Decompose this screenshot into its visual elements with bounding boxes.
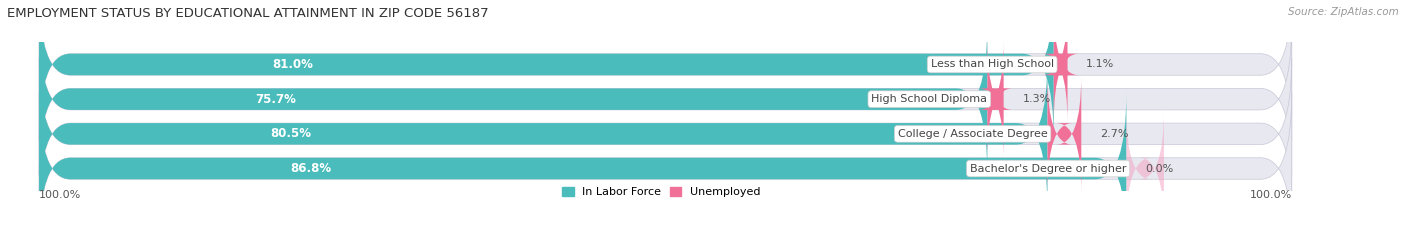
Text: 1.1%: 1.1% [1087, 59, 1115, 69]
Legend: In Labor Force, Unemployed: In Labor Force, Unemployed [562, 187, 761, 197]
Text: College / Associate Degree: College / Associate Degree [897, 129, 1047, 139]
Text: 0.0%: 0.0% [1144, 164, 1174, 174]
FancyBboxPatch shape [1042, 6, 1078, 123]
Text: 100.0%: 100.0% [1250, 190, 1292, 200]
FancyBboxPatch shape [1126, 110, 1164, 227]
FancyBboxPatch shape [39, 93, 1292, 233]
Text: 100.0%: 100.0% [39, 190, 82, 200]
Text: High School Diploma: High School Diploma [872, 94, 987, 104]
Text: 1.3%: 1.3% [1022, 94, 1050, 104]
FancyBboxPatch shape [39, 58, 1292, 210]
Text: 86.8%: 86.8% [291, 162, 332, 175]
FancyBboxPatch shape [39, 0, 1053, 140]
Text: 2.7%: 2.7% [1099, 129, 1129, 139]
Text: EMPLOYMENT STATUS BY EDUCATIONAL ATTAINMENT IN ZIP CODE 56187: EMPLOYMENT STATUS BY EDUCATIONAL ATTAINM… [7, 7, 489, 20]
FancyBboxPatch shape [39, 0, 1292, 140]
Text: Less than High School: Less than High School [931, 59, 1053, 69]
FancyBboxPatch shape [1047, 75, 1081, 192]
Text: 75.7%: 75.7% [256, 93, 297, 106]
FancyBboxPatch shape [979, 41, 1012, 158]
Text: Source: ZipAtlas.com: Source: ZipAtlas.com [1288, 7, 1399, 17]
Text: 81.0%: 81.0% [273, 58, 314, 71]
FancyBboxPatch shape [39, 93, 1126, 233]
Text: 80.5%: 80.5% [271, 127, 312, 140]
FancyBboxPatch shape [39, 58, 1047, 210]
Text: Bachelor's Degree or higher: Bachelor's Degree or higher [970, 164, 1126, 174]
FancyBboxPatch shape [39, 23, 987, 175]
FancyBboxPatch shape [39, 23, 1292, 175]
